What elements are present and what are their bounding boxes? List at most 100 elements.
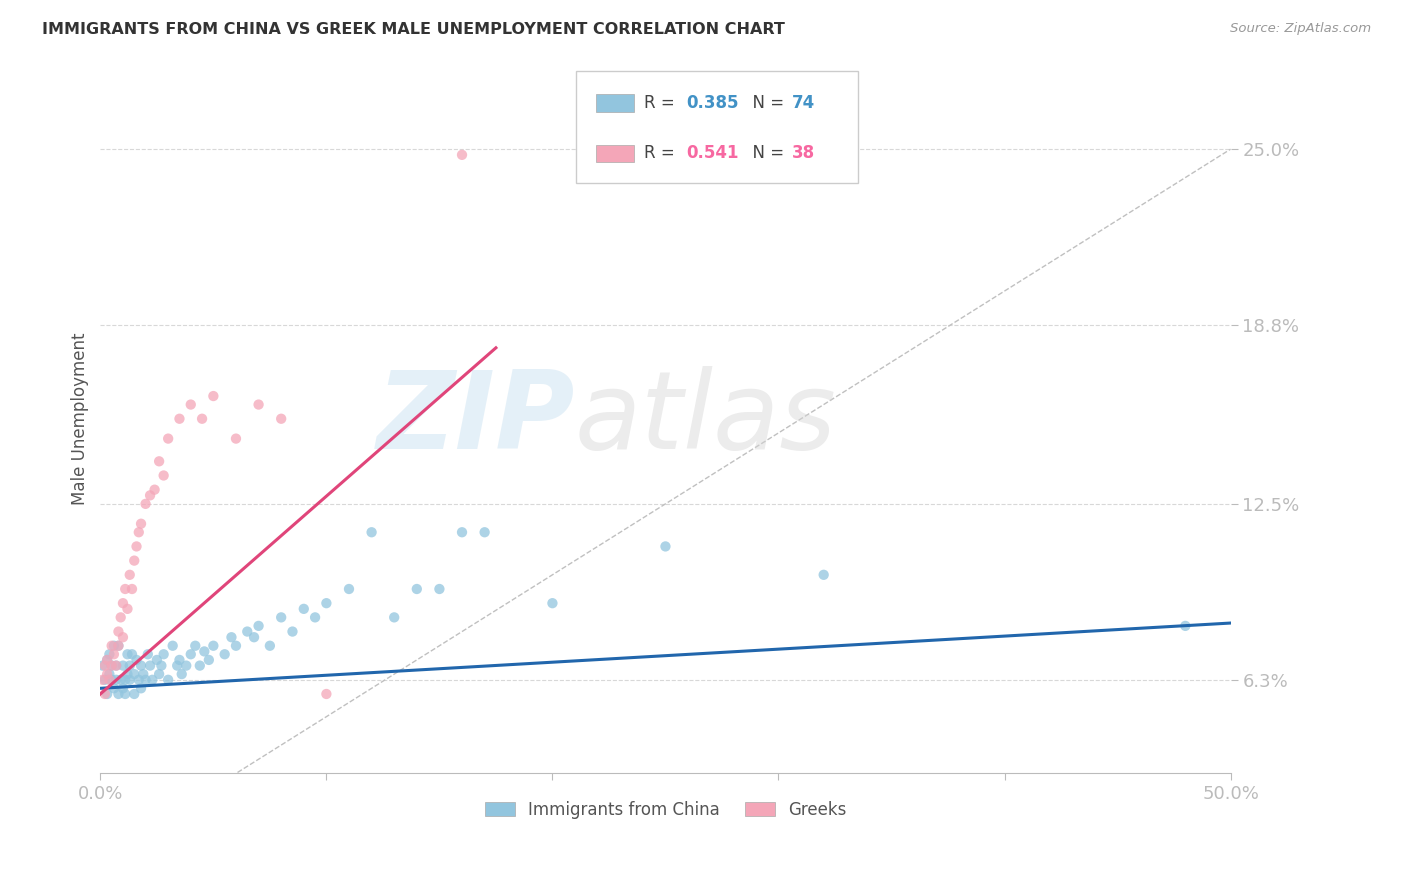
Text: 38: 38 xyxy=(792,145,814,162)
Point xyxy=(193,644,215,658)
Point xyxy=(118,567,141,582)
Point xyxy=(96,687,118,701)
Point xyxy=(105,673,128,687)
Point xyxy=(813,567,835,582)
Point xyxy=(150,658,173,673)
Point xyxy=(114,582,136,596)
Point xyxy=(125,653,148,667)
Text: N =: N = xyxy=(742,145,790,162)
Point xyxy=(103,681,125,696)
Text: atlas: atlas xyxy=(575,367,837,471)
Point xyxy=(174,658,197,673)
Point xyxy=(111,658,134,673)
Point xyxy=(214,647,236,661)
Point xyxy=(170,667,193,681)
Y-axis label: Male Unemployment: Male Unemployment xyxy=(72,333,89,505)
Point xyxy=(117,602,139,616)
Point xyxy=(225,432,247,446)
Point xyxy=(96,653,118,667)
Point xyxy=(139,488,162,502)
Point xyxy=(152,647,174,661)
Point xyxy=(166,658,188,673)
Point xyxy=(105,658,128,673)
Point xyxy=(315,687,337,701)
Point xyxy=(103,647,125,661)
Point xyxy=(654,540,676,554)
Text: R =: R = xyxy=(644,145,681,162)
Point xyxy=(225,639,247,653)
Text: ZIP: ZIP xyxy=(377,366,575,472)
Point xyxy=(270,411,292,425)
Point xyxy=(100,658,122,673)
Point xyxy=(96,653,118,667)
Point xyxy=(103,639,125,653)
Point xyxy=(132,667,155,681)
Point xyxy=(180,398,202,412)
Point xyxy=(117,667,139,681)
Point xyxy=(94,673,117,687)
Point xyxy=(111,596,134,610)
Point xyxy=(105,658,128,673)
Point xyxy=(221,630,243,644)
Point xyxy=(129,516,152,531)
Point xyxy=(152,468,174,483)
Point xyxy=(128,525,150,540)
Point xyxy=(139,658,162,673)
Point xyxy=(91,673,114,687)
Point xyxy=(148,454,170,468)
Point xyxy=(100,658,122,673)
Point xyxy=(451,148,474,162)
Point xyxy=(191,411,214,425)
Point xyxy=(107,687,129,701)
Point xyxy=(122,687,145,701)
Point xyxy=(247,619,270,633)
Point xyxy=(304,610,326,624)
Point xyxy=(129,658,152,673)
Point xyxy=(114,687,136,701)
Point xyxy=(98,647,121,661)
Point xyxy=(110,610,132,624)
Point xyxy=(122,667,145,681)
Point xyxy=(111,681,134,696)
Point xyxy=(236,624,259,639)
Point xyxy=(188,658,211,673)
Point xyxy=(121,647,143,661)
Point xyxy=(143,483,166,497)
Point xyxy=(202,389,225,403)
Point xyxy=(122,553,145,567)
Point xyxy=(111,630,134,644)
Text: 0.541: 0.541 xyxy=(686,145,738,162)
Text: Source: ZipAtlas.com: Source: ZipAtlas.com xyxy=(1230,22,1371,36)
Point xyxy=(169,653,191,667)
Point xyxy=(141,673,163,687)
Point xyxy=(243,630,266,644)
Point xyxy=(270,610,292,624)
Point xyxy=(110,673,132,687)
Point xyxy=(169,411,191,425)
Point xyxy=(337,582,360,596)
Legend: Immigrants from China, Greeks: Immigrants from China, Greeks xyxy=(478,794,853,825)
Point xyxy=(382,610,405,624)
Point xyxy=(107,624,129,639)
Point xyxy=(135,497,157,511)
Point xyxy=(184,639,207,653)
Point xyxy=(107,639,129,653)
Point xyxy=(148,667,170,681)
Point xyxy=(94,687,117,701)
Text: IMMIGRANTS FROM CHINA VS GREEK MALE UNEMPLOYMENT CORRELATION CHART: IMMIGRANTS FROM CHINA VS GREEK MALE UNEM… xyxy=(42,22,785,37)
Point xyxy=(451,525,474,540)
Point xyxy=(259,639,281,653)
Point xyxy=(135,673,157,687)
Point xyxy=(100,673,122,687)
Point xyxy=(541,596,564,610)
Point xyxy=(162,639,184,653)
Point xyxy=(94,658,117,673)
Point xyxy=(114,673,136,687)
Point xyxy=(202,639,225,653)
Point xyxy=(125,540,148,554)
Point xyxy=(360,525,382,540)
Point xyxy=(157,432,180,446)
Point xyxy=(292,602,315,616)
Point xyxy=(180,647,202,661)
Point xyxy=(474,525,496,540)
